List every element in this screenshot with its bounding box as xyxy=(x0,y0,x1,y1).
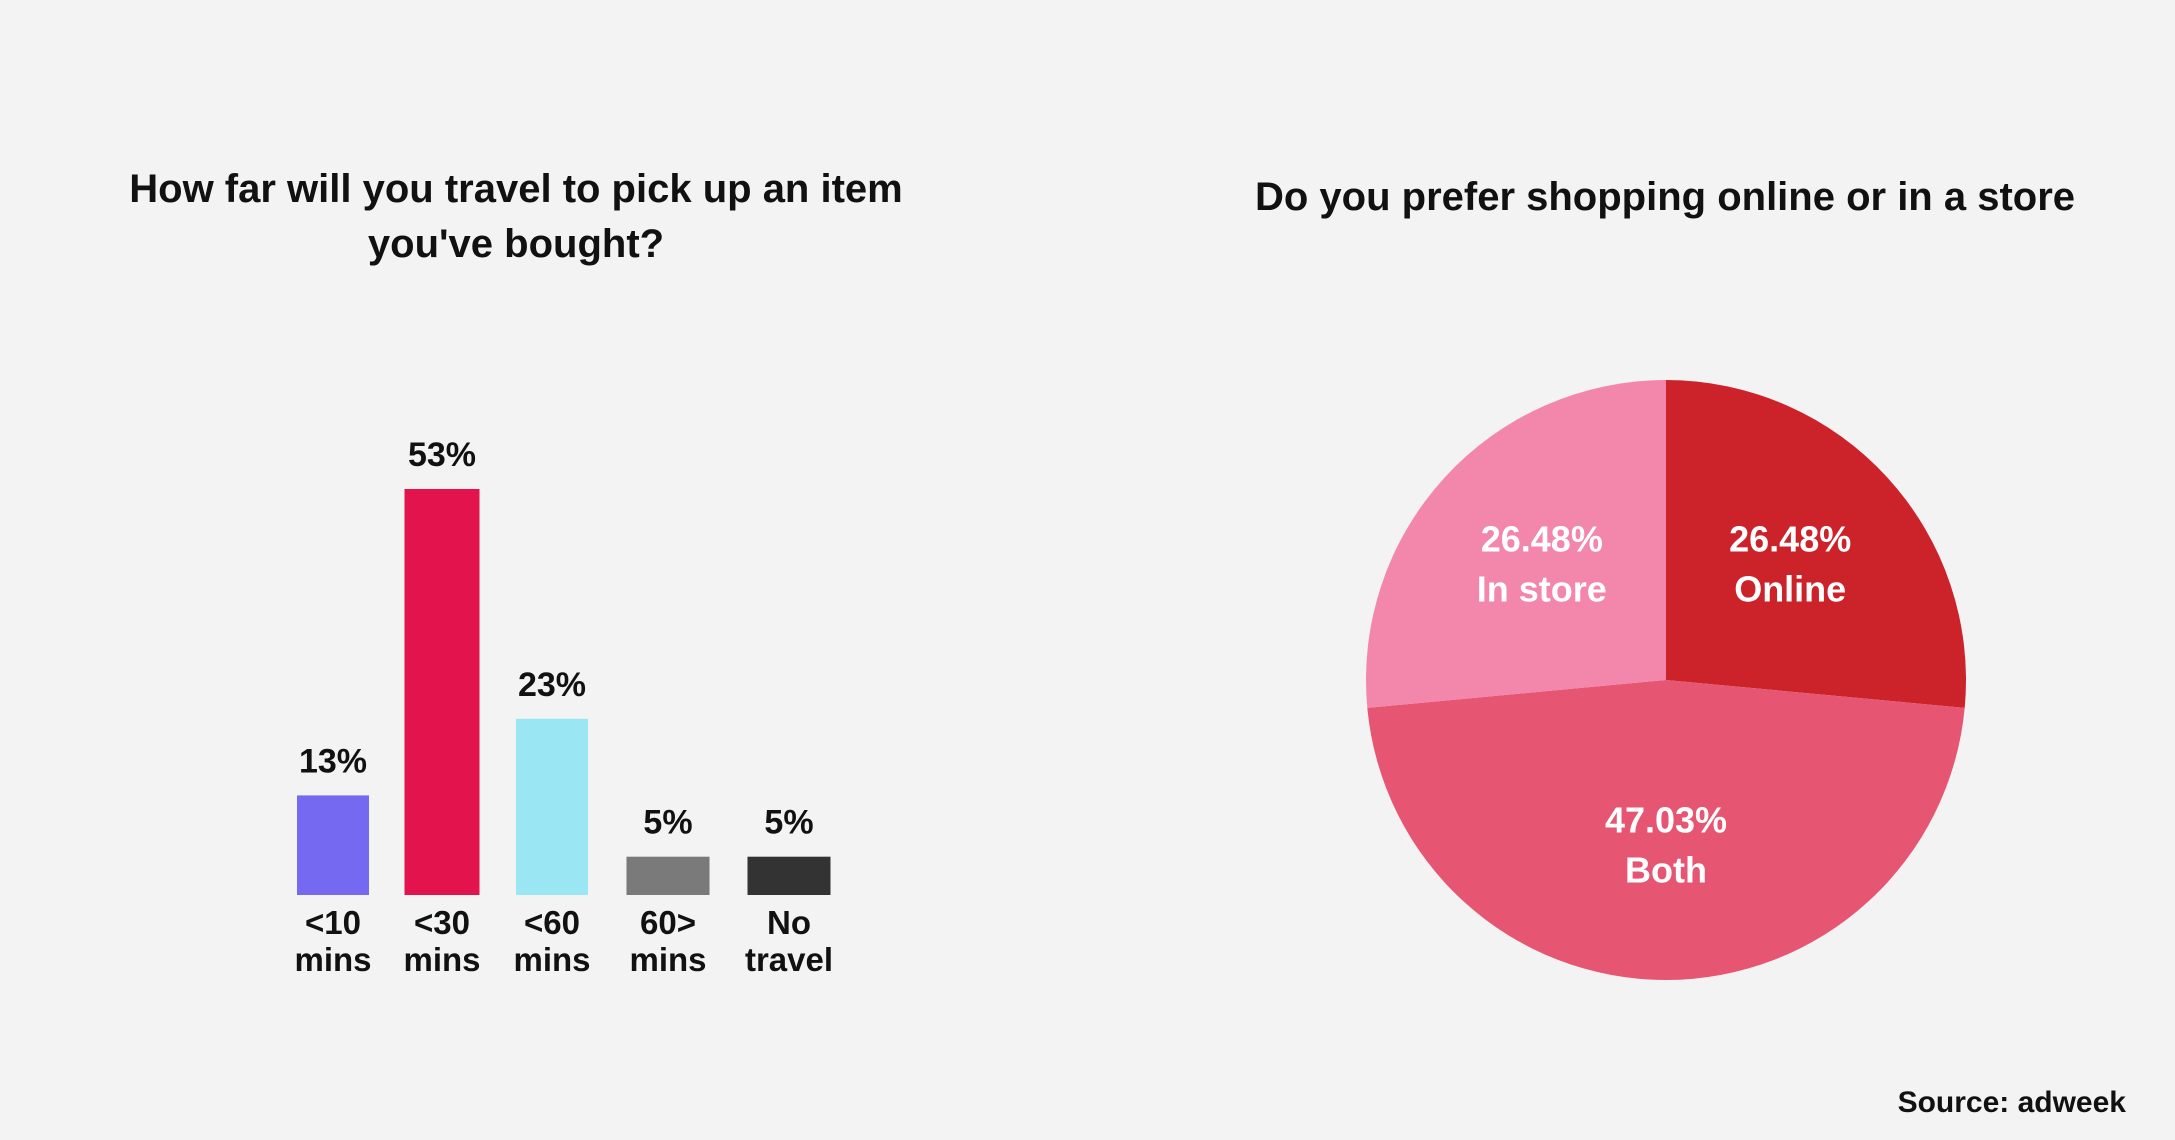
pie-slice xyxy=(1365,380,1666,708)
slice-value-label: 47.03% xyxy=(1605,800,1727,841)
bar-value-label: 13% xyxy=(299,742,367,780)
pie-chart-title: Do you prefer shopping online or in a st… xyxy=(1254,175,2076,219)
source-note: Source: adweek xyxy=(1898,1086,2127,1119)
bar-value-label: 23% xyxy=(518,666,586,704)
bar-chart-title: How far will you travel to pick up an it… xyxy=(129,167,903,267)
x-tick-label: <30 mins xyxy=(403,904,481,978)
bar-value-label: 53% xyxy=(408,436,476,474)
bar-value-label: 5% xyxy=(764,804,813,842)
bar xyxy=(297,795,369,895)
slice-name-label: In store xyxy=(1477,568,1607,609)
slice-value-label: 26.48% xyxy=(1729,518,1851,559)
x-tick-label: No travel xyxy=(744,904,834,978)
slice-name-label: Both xyxy=(1625,850,1707,891)
x-tick-label: <60 mins xyxy=(513,904,591,978)
bar xyxy=(404,489,480,895)
pie-slice xyxy=(1367,680,1965,981)
pie-slice xyxy=(1666,379,1967,708)
x-tick-label: <10 mins xyxy=(294,904,372,978)
bar-value-label: 5% xyxy=(643,804,692,842)
bar xyxy=(516,718,588,895)
bar xyxy=(747,856,831,895)
slice-value-label: 26.48% xyxy=(1481,518,1603,559)
bar xyxy=(626,856,710,895)
slice-name-label: Online xyxy=(1734,568,1846,609)
x-tick-label: 60> mins xyxy=(629,904,707,978)
